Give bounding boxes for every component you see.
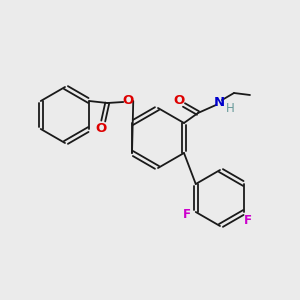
Text: F: F bbox=[183, 208, 191, 221]
Text: O: O bbox=[123, 94, 134, 107]
Text: O: O bbox=[173, 94, 184, 107]
Text: H: H bbox=[226, 103, 234, 116]
Text: N: N bbox=[213, 97, 224, 110]
Text: F: F bbox=[244, 214, 252, 226]
Text: O: O bbox=[96, 122, 107, 134]
